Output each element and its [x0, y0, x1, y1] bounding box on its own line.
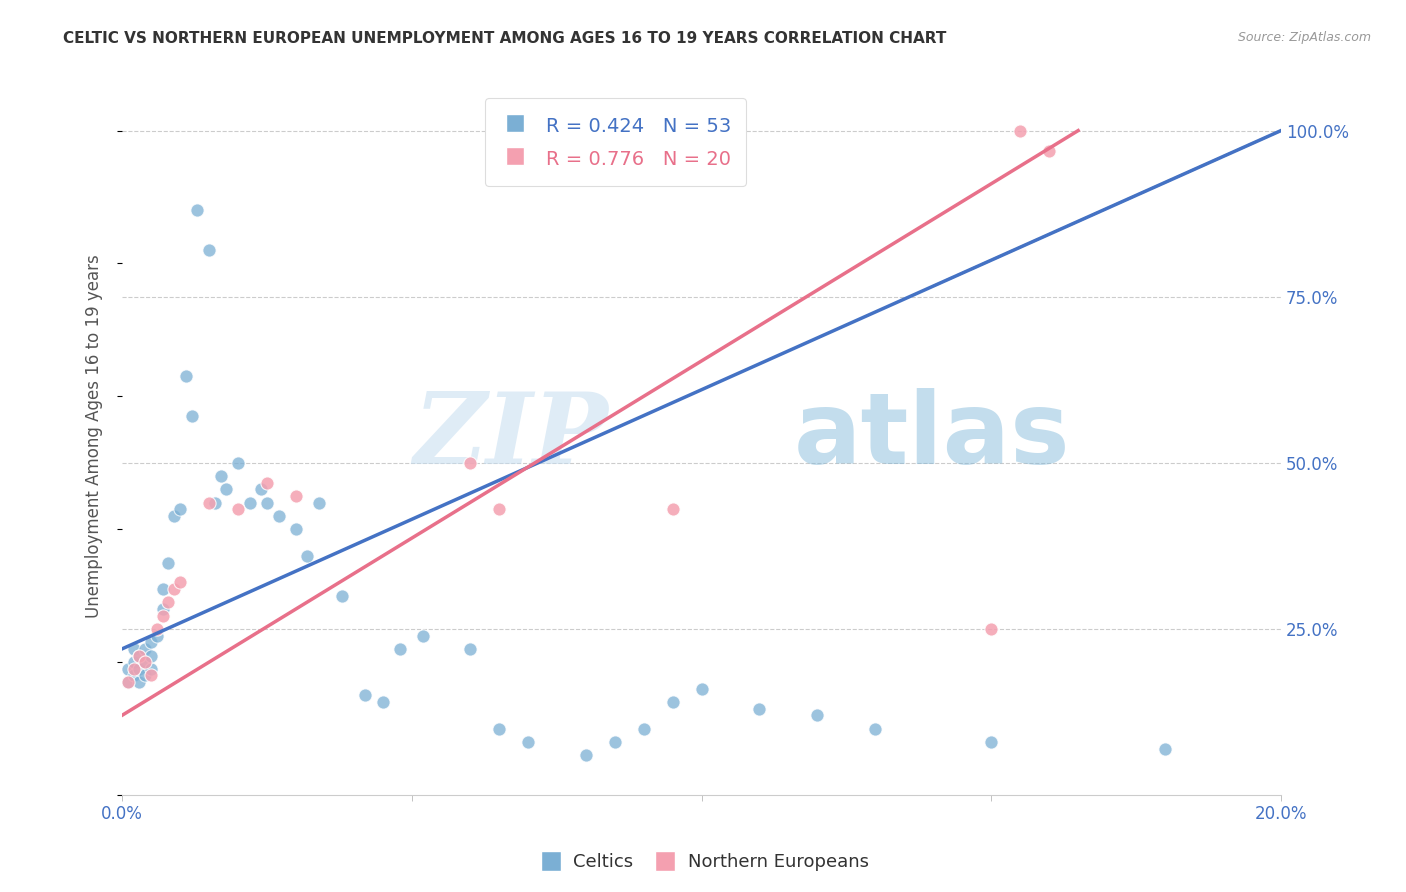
Point: [226, 456, 249, 470]
Point: [389, 641, 412, 656]
Point: [297, 549, 319, 563]
Point: [128, 675, 150, 690]
Point: [1010, 123, 1032, 137]
Point: [128, 648, 150, 663]
Point: [256, 475, 278, 490]
Point: [134, 655, 156, 669]
Point: [330, 589, 353, 603]
Point: [152, 608, 174, 623]
Point: [139, 668, 162, 682]
Point: [633, 722, 655, 736]
Point: [122, 668, 145, 682]
Point: [516, 735, 538, 749]
Point: [128, 662, 150, 676]
Point: [354, 689, 377, 703]
Point: [284, 489, 307, 503]
Point: [458, 456, 481, 470]
Point: [661, 502, 683, 516]
Point: [157, 556, 180, 570]
Point: [163, 508, 186, 523]
Legend: Celtics, Northern Europeans: Celtics, Northern Europeans: [530, 847, 876, 879]
Point: [169, 502, 191, 516]
Point: [117, 675, 139, 690]
Text: atlas: atlas: [794, 388, 1071, 484]
Point: [458, 641, 481, 656]
Text: ZIP: ZIP: [413, 388, 609, 484]
Point: [865, 722, 887, 736]
Point: [575, 748, 598, 763]
Point: [267, 508, 290, 523]
Point: [1154, 741, 1177, 756]
Point: [603, 735, 626, 749]
Point: [128, 648, 150, 663]
Point: [209, 469, 232, 483]
Y-axis label: Unemployment Among Ages 16 to 19 years: Unemployment Among Ages 16 to 19 years: [86, 254, 103, 618]
Point: [204, 496, 226, 510]
Point: [169, 575, 191, 590]
Point: [748, 701, 770, 715]
Point: [806, 708, 828, 723]
Point: [163, 582, 186, 596]
Point: [152, 582, 174, 596]
Point: [238, 496, 260, 510]
Point: [308, 496, 330, 510]
Point: [117, 675, 139, 690]
Text: CELTIC VS NORTHERN EUROPEAN UNEMPLOYMENT AMONG AGES 16 TO 19 YEARS CORRELATION C: CELTIC VS NORTHERN EUROPEAN UNEMPLOYMENT…: [63, 31, 946, 46]
Point: [250, 483, 273, 497]
Point: [134, 641, 156, 656]
Point: [226, 502, 249, 516]
Point: [157, 595, 180, 609]
Point: [690, 681, 713, 696]
Point: [186, 203, 208, 218]
Point: [980, 622, 1002, 636]
Point: [146, 629, 169, 643]
Point: [174, 369, 197, 384]
Point: [412, 629, 434, 643]
Point: [134, 668, 156, 682]
Point: [371, 695, 394, 709]
Point: [215, 483, 238, 497]
Point: [980, 735, 1002, 749]
Point: [122, 655, 145, 669]
Point: [256, 496, 278, 510]
Point: [117, 662, 139, 676]
Point: [180, 409, 202, 424]
Point: [152, 602, 174, 616]
Point: [488, 502, 510, 516]
Point: [134, 655, 156, 669]
Point: [488, 722, 510, 736]
Point: [139, 648, 162, 663]
Point: [198, 496, 221, 510]
Point: [122, 662, 145, 676]
Point: [139, 635, 162, 649]
Point: [284, 522, 307, 536]
Point: [146, 622, 169, 636]
Legend: R = 0.424   N = 53, R = 0.776   N = 20: R = 0.424 N = 53, R = 0.776 N = 20: [485, 98, 747, 186]
Point: [198, 243, 221, 257]
Point: [661, 695, 683, 709]
Text: Source: ZipAtlas.com: Source: ZipAtlas.com: [1237, 31, 1371, 45]
Point: [139, 662, 162, 676]
Point: [1038, 144, 1060, 158]
Point: [122, 641, 145, 656]
